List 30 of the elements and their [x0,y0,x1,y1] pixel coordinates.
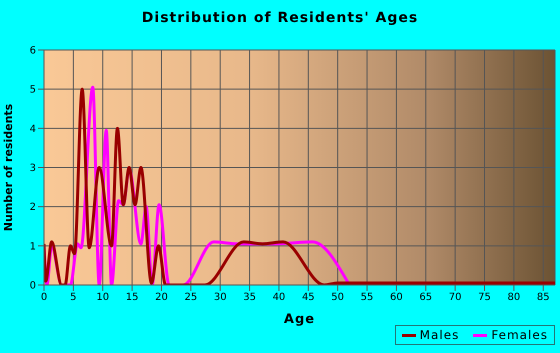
chart-title: Distribution of Residents' Ages [140,10,420,26]
x-tick-label: 55 [360,292,374,304]
legend-label: Females [490,328,548,342]
y-tick-label: 3 [30,163,36,174]
y-tick-label: 1 [30,241,36,252]
y-tick-label: 4 [30,124,36,135]
x-tick-label: 30 [214,292,227,304]
x-tick-label: 25 [184,292,198,304]
x-tick-label: 65 [419,292,432,304]
x-tick-label: 75 [478,292,491,304]
y-tick-label: 5 [30,84,36,96]
y-tick-label: 6 [30,46,36,57]
x-tick-label: 5 [70,292,77,304]
x-axis-title: Age [282,312,316,327]
x-tick-label: 45 [302,292,315,304]
x-tick-label: 80 [508,292,520,304]
y-tick-label: 0 [30,280,36,292]
legend-label: Males [418,328,460,342]
y-axis-title: Number of residents [2,103,15,232]
x-tick-label: 20 [155,292,168,304]
x-tick-label: 35 [243,292,256,304]
x-tick-label: 15 [126,292,138,304]
x-tick-label: 0 [40,292,48,304]
x-tick-label: 85 [536,292,550,304]
x-tick-label: 70 [448,292,462,304]
y-tick-label: 2 [30,202,36,214]
x-tick-label: 50 [331,292,344,304]
x-tick-label: 60 [390,292,403,304]
x-tick-label: 10 [96,292,110,304]
x-tick-label: 40 [272,292,286,304]
